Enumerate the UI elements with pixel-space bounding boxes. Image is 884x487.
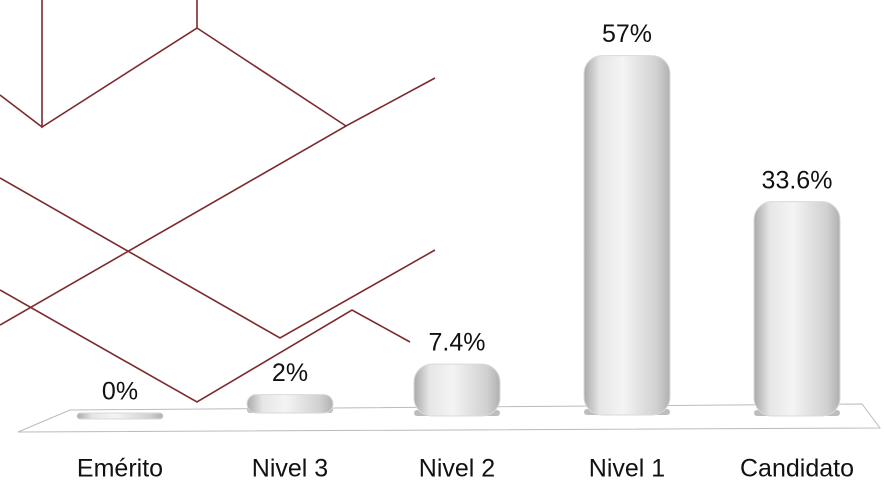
x-tick-label: Nivel 3 (252, 455, 328, 483)
bar (246, 394, 334, 414)
value-label: 0% (102, 378, 138, 406)
bar (583, 55, 671, 416)
value-label: 2% (272, 359, 308, 387)
value-label: 33.6% (762, 166, 833, 194)
floor (17, 403, 881, 433)
decoration (0, 0, 436, 403)
bar (753, 201, 841, 417)
x-tick-label: Emérito (77, 455, 163, 483)
x-tick-label: Nivel 2 (419, 455, 495, 483)
value-label: 57% (602, 20, 652, 48)
value-label: 7.4% (429, 329, 486, 357)
bar (76, 412, 164, 420)
x-tick-label: Nivel 1 (589, 455, 665, 483)
x-tick-label: Candidato (740, 455, 854, 483)
bar (413, 363, 501, 417)
